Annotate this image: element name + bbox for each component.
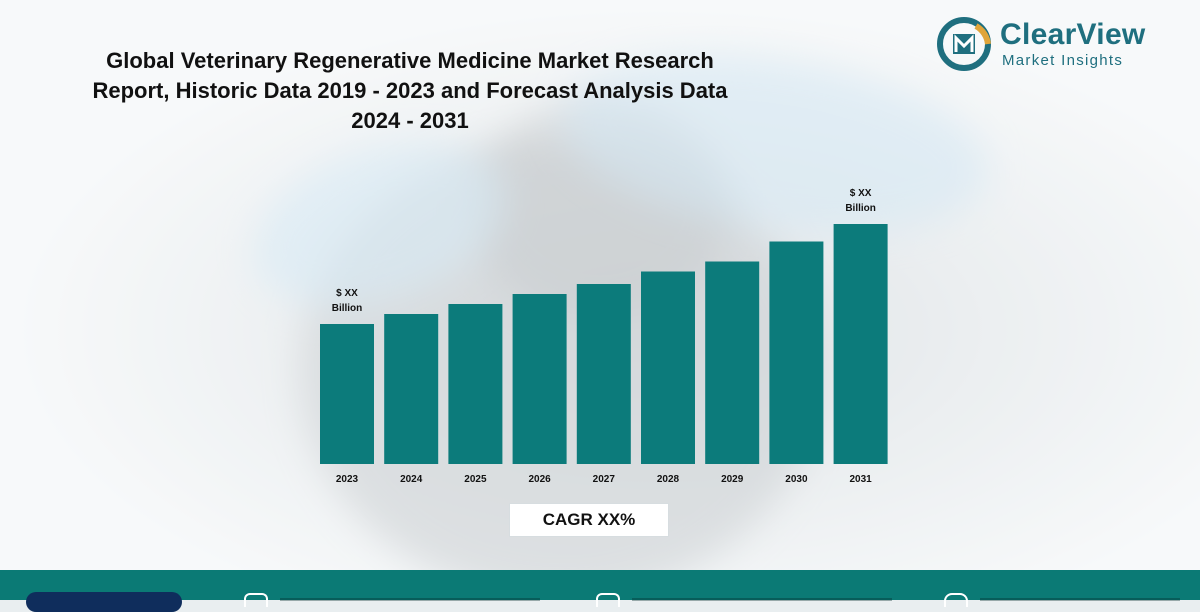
title-line-1: Global Veterinary Regenerative Medicine … bbox=[106, 48, 714, 73]
footer-bar bbox=[0, 570, 1200, 612]
data-label-2031-1: $ XX bbox=[850, 188, 872, 199]
cagr-label: CAGR XX% bbox=[542, 510, 636, 529]
brand-logo[interactable]: ClearView Market Insights bbox=[936, 14, 1176, 74]
clearview-logo-icon bbox=[937, 17, 991, 71]
bar-2023 bbox=[320, 324, 374, 464]
logo-subtitle: Market Insights bbox=[1002, 52, 1124, 69]
x-tick-2025: 2025 bbox=[464, 474, 487, 485]
x-tick-2030: 2030 bbox=[785, 474, 808, 485]
data-label-2031-2: Billion bbox=[845, 203, 876, 214]
logo-name: ClearView bbox=[1000, 18, 1146, 51]
data-label-2023-1: $ XX bbox=[336, 288, 358, 299]
data-label-2023-2: Billion bbox=[332, 303, 363, 314]
bar-2028 bbox=[641, 271, 695, 464]
title-line-2: Report, Historic Data 2019 - 2023 and Fo… bbox=[92, 78, 728, 103]
globe-icon bbox=[244, 593, 268, 607]
footer-contact-button[interactable] bbox=[26, 592, 182, 612]
x-tick-2029: 2029 bbox=[721, 474, 744, 485]
x-tick-2026: 2026 bbox=[528, 474, 551, 485]
x-tick-2031: 2031 bbox=[849, 474, 872, 485]
bar-2024 bbox=[384, 314, 439, 464]
x-tick-2023: 2023 bbox=[336, 474, 359, 485]
mail-icon bbox=[596, 593, 620, 607]
phone-icon bbox=[944, 593, 968, 607]
cagr-box: CAGR XX% bbox=[509, 503, 669, 537]
bar-2031 bbox=[833, 224, 888, 464]
bar-2029 bbox=[705, 261, 760, 464]
title-line-3: 2024 - 2031 bbox=[351, 108, 469, 133]
bar-2030 bbox=[769, 241, 824, 464]
bar-2025 bbox=[448, 304, 503, 464]
page-title: Global Veterinary Regenerative Medicine … bbox=[50, 46, 770, 136]
bar-2026 bbox=[512, 294, 567, 464]
x-tick-2024: 2024 bbox=[400, 474, 423, 485]
x-tick-2028: 2028 bbox=[657, 474, 680, 485]
bar-2027 bbox=[576, 284, 631, 464]
x-tick-2027: 2027 bbox=[593, 474, 616, 485]
